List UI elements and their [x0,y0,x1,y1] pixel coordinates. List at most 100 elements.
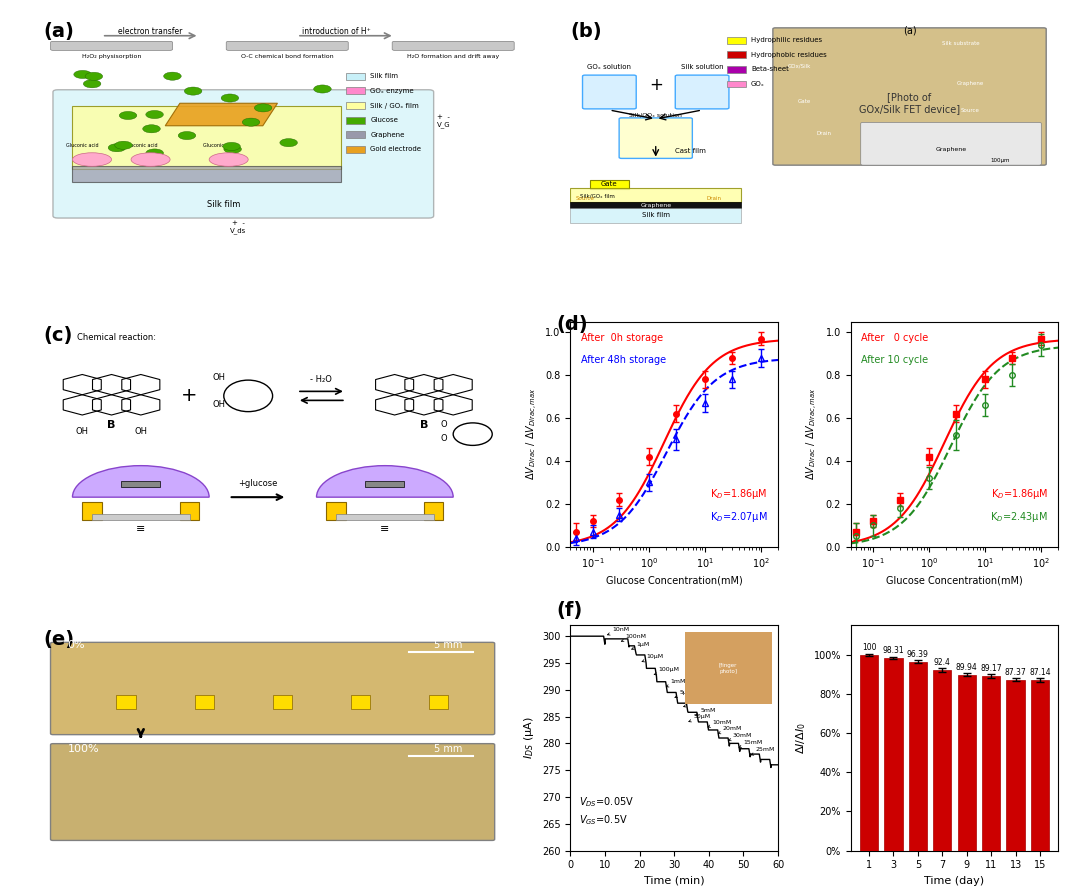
Text: K$_D$=2.07μM: K$_D$=2.07μM [710,509,768,524]
Text: GOₓ enzyme: GOₓ enzyme [370,88,414,94]
Text: 5 mm: 5 mm [434,743,462,753]
Text: Gluconic acid: Gluconic acid [66,144,98,148]
Circle shape [280,138,297,147]
Circle shape [114,141,132,150]
FancyBboxPatch shape [773,27,1047,165]
Circle shape [185,87,202,95]
Text: B: B [107,420,116,430]
Text: 20mM: 20mM [718,726,742,734]
Y-axis label: $\Delta I$/$\Delta I_0$: $\Delta I$/$\Delta I_0$ [794,722,808,754]
Text: +glucose: +glucose [239,479,278,488]
Text: 10nM: 10nM [607,627,629,635]
Text: Source: Source [961,108,980,113]
Text: 92.4: 92.4 [934,657,950,667]
Text: Silk substrate: Silk substrate [942,41,980,46]
Bar [72,167,341,182]
Ellipse shape [210,152,248,167]
Text: GOₓ solution: GOₓ solution [588,65,632,71]
Circle shape [224,145,242,153]
Text: Gate: Gate [798,99,811,105]
Bar [346,88,365,94]
Text: Drain: Drain [816,131,832,136]
Text: (e): (e) [43,630,75,649]
Text: Gluconic acid: Gluconic acid [124,144,157,148]
Text: 96.39: 96.39 [907,650,929,659]
FancyBboxPatch shape [675,75,729,109]
Text: (a): (a) [903,26,916,35]
Text: Source: Source [576,197,594,201]
Text: +: + [181,386,198,406]
Text: Silk / GOₓ film: Silk / GOₓ film [370,103,419,108]
Text: 10μM: 10μM [642,654,663,662]
Wedge shape [316,466,454,497]
Text: 5mM: 5mM [696,708,716,715]
Bar [423,501,444,520]
Bar [346,102,365,109]
FancyBboxPatch shape [582,75,636,109]
Text: Silk solution: Silk solution [680,65,724,71]
FancyBboxPatch shape [51,642,495,734]
FancyBboxPatch shape [51,743,495,841]
Circle shape [83,80,100,88]
Bar [908,662,927,851]
Bar [326,501,346,520]
Text: Silk/GOₓ film: Silk/GOₓ film [580,193,615,198]
Bar [570,188,741,202]
Text: H₂O formation and drift away: H₂O formation and drift away [407,54,499,58]
Text: 30mM: 30mM [729,733,753,741]
Bar [727,37,746,43]
Text: Hydrophobic residues: Hydrophobic residues [751,52,826,58]
Bar [194,696,214,709]
Text: GOx/Silk: GOx/Silk [788,63,811,68]
Circle shape [178,131,195,140]
Text: K$_D$=2.43μM: K$_D$=2.43μM [990,509,1048,524]
Text: O: O [441,420,447,430]
FancyBboxPatch shape [619,118,692,159]
Text: 5μM: 5μM [675,690,692,697]
Ellipse shape [131,152,171,167]
Bar [885,658,903,851]
Text: Graphene: Graphene [370,132,405,137]
X-axis label: Time (day): Time (day) [924,876,985,886]
Polygon shape [165,104,278,126]
Bar [346,117,365,123]
Bar [346,146,365,152]
Bar [336,514,434,520]
Text: (b): (b) [570,22,602,42]
Wedge shape [72,466,210,497]
Circle shape [85,73,103,81]
Bar [429,696,448,709]
Text: 100%: 100% [68,743,99,753]
Text: O-C chemical bond formation: O-C chemical bond formation [241,54,334,58]
Text: (c): (c) [43,326,72,345]
Text: [Photo of
GOx/Silk FET device]: [Photo of GOx/Silk FET device] [859,92,960,114]
Circle shape [219,153,237,161]
Text: OH: OH [134,427,147,436]
Bar [982,676,1000,851]
Y-axis label: $\Delta V_{Dirac}$ / $\Delta V_{Dirac,max}$: $\Delta V_{Dirac}$ / $\Delta V_{Dirac,ma… [805,388,820,480]
Text: ≡: ≡ [380,524,390,534]
Text: Drain: Drain [707,197,723,201]
Text: 87.37: 87.37 [1004,668,1026,677]
Text: Chemical reaction:: Chemical reaction: [77,332,156,342]
Text: 87.14: 87.14 [1029,668,1051,677]
Text: Silk film: Silk film [370,74,399,79]
Text: Beta-sheet: Beta-sheet [751,66,788,73]
Ellipse shape [454,423,492,446]
FancyBboxPatch shape [51,42,173,51]
Text: 25mM: 25mM [751,748,774,755]
Bar [1031,680,1050,851]
Text: O: O [441,434,447,443]
Text: Graphene: Graphene [957,82,984,86]
Text: K$_D$=1.86μM: K$_D$=1.86μM [711,487,768,501]
Bar [570,208,741,222]
Bar [92,514,190,520]
Bar [860,655,878,851]
Text: After  0h storage: After 0h storage [581,333,663,343]
Circle shape [108,144,125,152]
Text: $V_{DS}$=0.05V: $V_{DS}$=0.05V [579,796,634,809]
Text: (a): (a) [43,22,75,42]
Text: Graphene: Graphene [935,146,967,152]
Text: 1mM: 1mM [666,680,686,687]
Bar [121,481,160,487]
